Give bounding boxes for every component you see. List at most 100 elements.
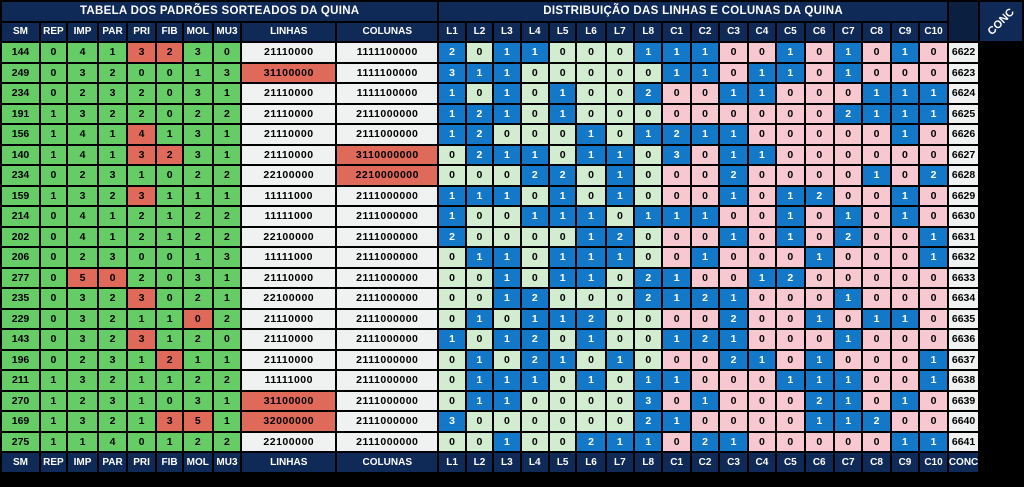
column-header-c8: C8 bbox=[863, 453, 890, 472]
fib-cell: 1 bbox=[157, 186, 182, 205]
line-3-cell: 1 bbox=[494, 43, 520, 62]
table-row: 229 0 3 2 1 1 0 2 21110000 2111000000 0 1 0 1 1 2 0 0 0 0 2 0… bbox=[2, 309, 1022, 328]
imp-cell: 3 bbox=[67, 186, 98, 205]
line-3-cell: 1 bbox=[494, 63, 520, 82]
rep-cell: 0 bbox=[41, 289, 66, 308]
imp-cell: 2 bbox=[67, 248, 98, 267]
imp-cell: 4 bbox=[67, 125, 98, 144]
column-8-cell: 1 bbox=[863, 309, 890, 328]
column-3-cell: 1 bbox=[720, 330, 747, 349]
mol-cell: 2 bbox=[183, 166, 212, 185]
par-cell: 2 bbox=[99, 63, 126, 82]
column-6-cell: 0 bbox=[805, 289, 833, 308]
mol-cell: 2 bbox=[183, 289, 212, 308]
linhas-cell: 31100000 bbox=[242, 391, 336, 410]
column-header-l2: L2 bbox=[466, 453, 493, 472]
rep-cell: 0 bbox=[41, 350, 66, 369]
column-header-c1: C1 bbox=[663, 22, 690, 41]
line-5-cell: 1 bbox=[549, 268, 576, 287]
column-5-cell: 0 bbox=[777, 125, 804, 144]
column-5-cell: 1 bbox=[777, 43, 804, 62]
line-7-cell: 0 bbox=[606, 391, 634, 410]
line-6-cell: 0 bbox=[577, 391, 605, 410]
line-5-cell: 1 bbox=[549, 84, 576, 103]
line-1-cell: 0 bbox=[439, 350, 465, 369]
imp-cell: 4 bbox=[67, 43, 98, 62]
column-header-c5: C5 bbox=[777, 453, 804, 472]
column-header-mu3: MU3 bbox=[213, 453, 241, 472]
column-6-cell: 0 bbox=[805, 432, 833, 451]
linhas-cell: 22100000 bbox=[242, 289, 336, 308]
line-8-cell: 1 bbox=[635, 371, 662, 390]
rep-cell: 1 bbox=[41, 391, 66, 410]
sm-cell: 202 bbox=[2, 227, 40, 246]
column-10-cell: 0 bbox=[920, 391, 947, 410]
column-10-cell: 0 bbox=[920, 289, 947, 308]
imp-cell: 3 bbox=[67, 330, 98, 349]
line-1-cell: 1 bbox=[439, 186, 465, 205]
column-header-c6: C6 bbox=[805, 22, 833, 41]
mol-cell: 2 bbox=[183, 432, 212, 451]
mol-cell: 3 bbox=[183, 145, 212, 164]
line-2-cell: 1 bbox=[466, 309, 493, 328]
line-7-cell: 1 bbox=[606, 186, 634, 205]
line-1-cell: 0 bbox=[439, 309, 465, 328]
par-cell: 2 bbox=[99, 104, 126, 123]
sm-cell: 159 bbox=[2, 186, 40, 205]
line-8-cell: 2 bbox=[635, 84, 662, 103]
column-5-cell: 0 bbox=[777, 104, 804, 123]
line-3-cell: 0 bbox=[494, 309, 520, 328]
sm-cell: 234 bbox=[2, 166, 40, 185]
mu3-cell: 3 bbox=[213, 248, 241, 267]
rep-cell: 1 bbox=[41, 371, 66, 390]
line-1-cell: 1 bbox=[439, 125, 465, 144]
par-cell: 2 bbox=[99, 186, 126, 205]
fib-cell: 1 bbox=[157, 207, 182, 226]
column-header-l7: L7 bbox=[606, 453, 634, 472]
column-9-cell: 0 bbox=[891, 166, 919, 185]
line-5-cell: 0 bbox=[549, 412, 576, 431]
column-header-c4: C4 bbox=[748, 453, 776, 472]
column-header-c5: C5 bbox=[777, 22, 804, 41]
column-header-c3: C3 bbox=[720, 453, 747, 472]
column-2-cell: 0 bbox=[691, 227, 719, 246]
colunas-cell: 2111000000 bbox=[337, 330, 438, 349]
column-5-cell: 1 bbox=[777, 207, 804, 226]
imp-cell: 2 bbox=[67, 350, 98, 369]
line-8-cell: 2 bbox=[635, 268, 662, 287]
pri-cell: 3 bbox=[127, 43, 156, 62]
column-3-cell: 0 bbox=[720, 63, 747, 82]
mol-cell: 3 bbox=[183, 84, 212, 103]
column-2-cell: 0 bbox=[691, 186, 719, 205]
linhas-cell: 11111000 bbox=[242, 371, 336, 390]
line-2-cell: 0 bbox=[466, 330, 493, 349]
line-5-cell: 0 bbox=[549, 125, 576, 144]
column-7-cell: 1 bbox=[834, 207, 862, 226]
line-3-cell: 1 bbox=[494, 289, 520, 308]
column-header-l1: L1 bbox=[439, 453, 465, 472]
colunas-cell: 1111100000 bbox=[337, 63, 438, 82]
column-3-cell: 1 bbox=[720, 145, 747, 164]
colunas-cell: 3110000000 bbox=[337, 145, 438, 164]
fib-cell: 0 bbox=[157, 289, 182, 308]
mol-cell: 1 bbox=[183, 186, 212, 205]
column-8-cell: 0 bbox=[863, 289, 890, 308]
pri-cell: 1 bbox=[127, 350, 156, 369]
conc-cell: 6639 bbox=[948, 391, 979, 410]
column-4-cell: 0 bbox=[748, 227, 776, 246]
linhas-cell: 21110000 bbox=[242, 125, 336, 144]
line-4-cell: 0 bbox=[521, 268, 548, 287]
line-2-cell: 2 bbox=[466, 145, 493, 164]
column-1-cell: 1 bbox=[663, 207, 690, 226]
line-2-cell: 1 bbox=[466, 248, 493, 267]
column-9-cell: 1 bbox=[891, 125, 919, 144]
column-6-cell: 1 bbox=[805, 371, 833, 390]
column-3-cell: 1 bbox=[720, 125, 747, 144]
conc-cell: 6622 bbox=[948, 43, 979, 62]
column-2-cell: 1 bbox=[691, 207, 719, 226]
colunas-cell: 2111000000 bbox=[337, 248, 438, 267]
line-3-cell: 0 bbox=[494, 227, 520, 246]
column-header-l5: L5 bbox=[549, 22, 576, 41]
line-6-cell: 2 bbox=[577, 432, 605, 451]
line-8-cell: 0 bbox=[635, 166, 662, 185]
